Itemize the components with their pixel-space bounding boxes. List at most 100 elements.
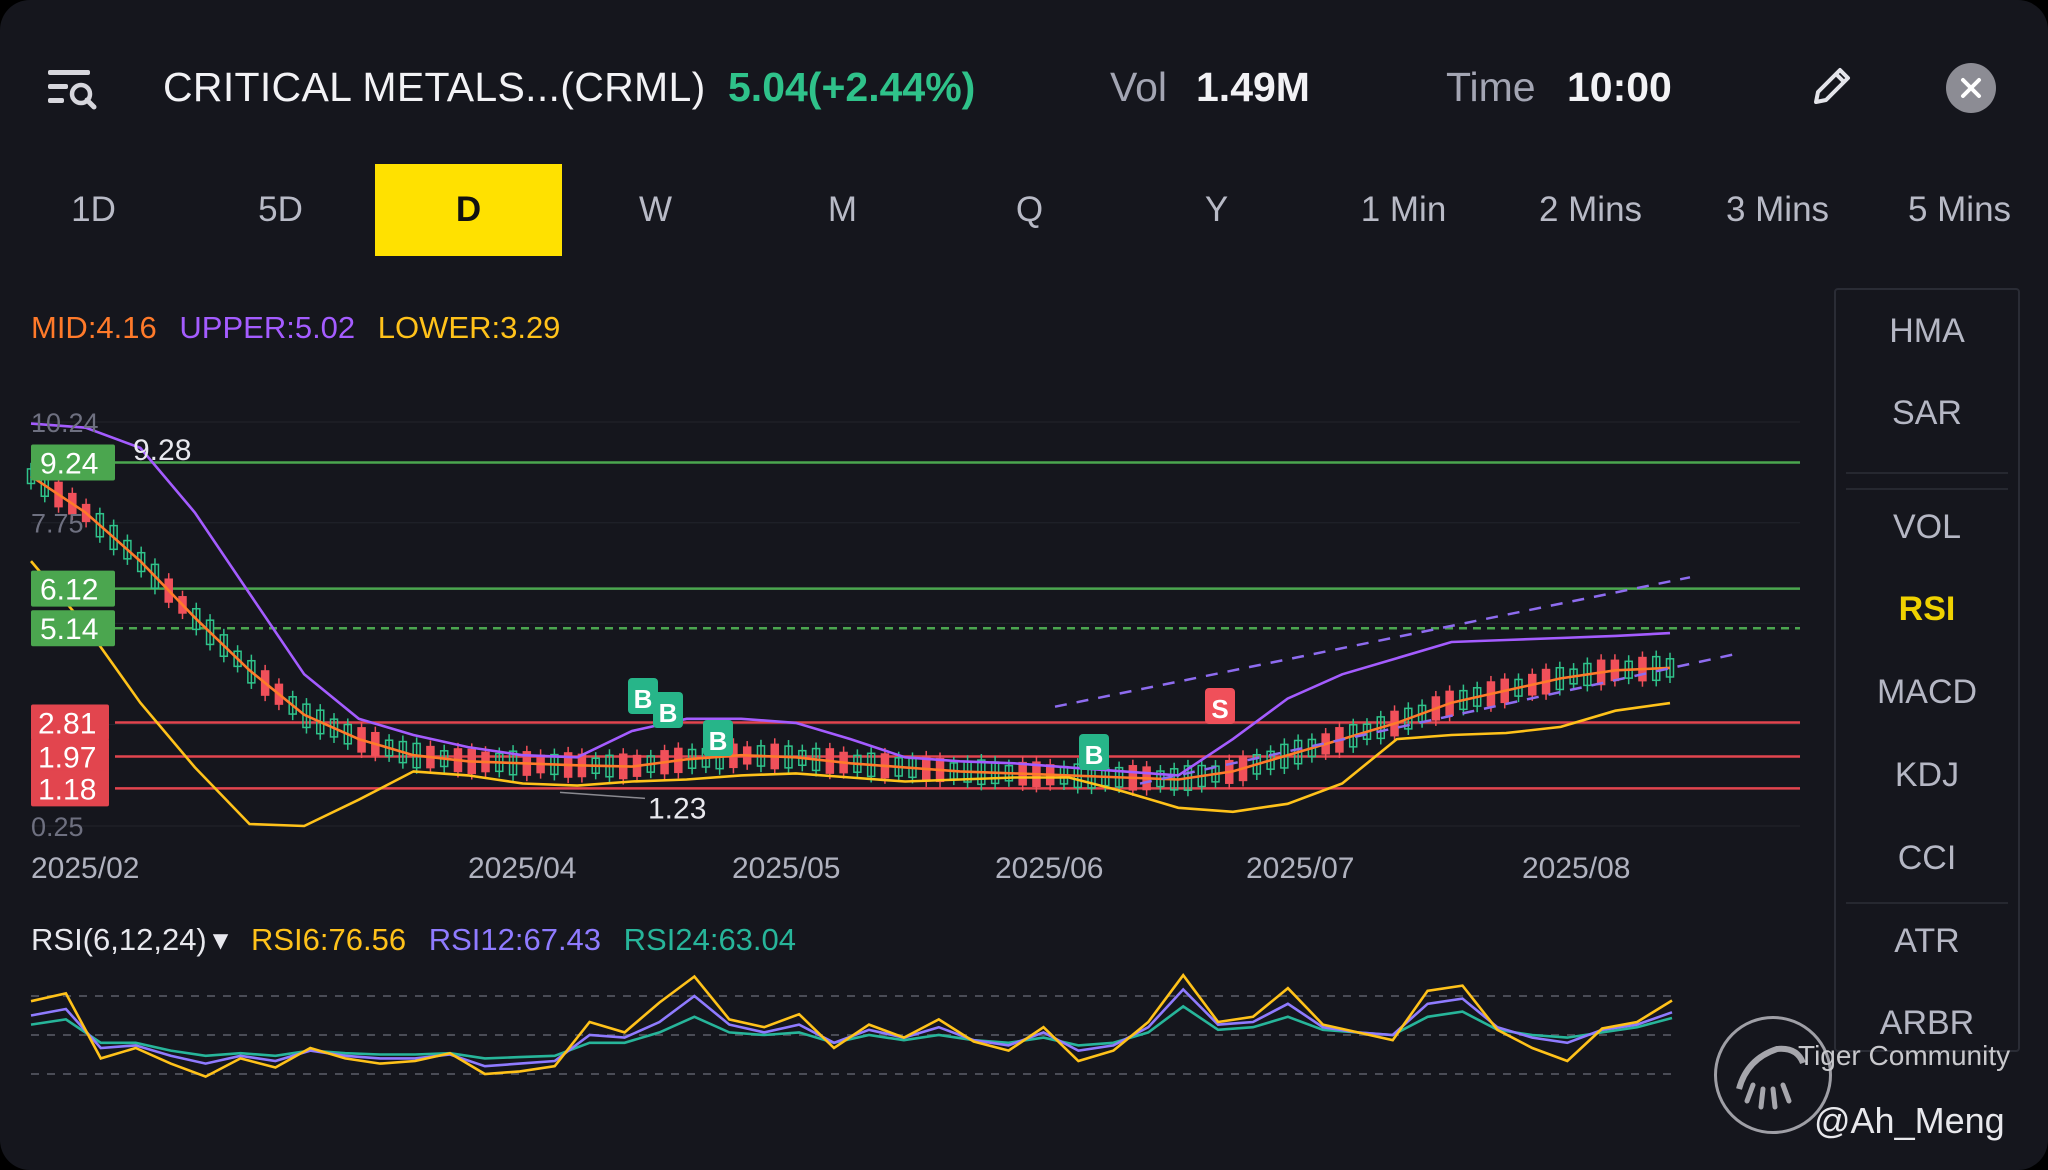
- tab-y[interactable]: Y: [1204, 190, 1229, 229]
- signal-badge-text: B: [709, 726, 728, 756]
- x-axis-label: 2025/07: [1246, 852, 1354, 885]
- level-tag-green: [31, 610, 115, 647]
- tab-5d[interactable]: 5D: [258, 190, 303, 229]
- trend-channel-lower: [1139, 652, 1736, 785]
- low-marker-line: [559, 791, 646, 800]
- price-change: 5.04(+2.44%): [728, 64, 976, 110]
- rsi6-value: RSI6:76.56: [250, 922, 407, 957]
- close-icon: [1961, 78, 1981, 98]
- indicator-hma[interactable]: HMA: [1889, 312, 1965, 350]
- rsi-name[interactable]: RSI(6,12,24): [31, 922, 207, 957]
- level-tag-text: 1.18: [38, 773, 96, 806]
- watermark-community: Tiger Community: [1798, 1040, 2011, 1071]
- x-axis-label: 2025/06: [995, 852, 1103, 885]
- bollinger-upper-line: [30, 422, 1671, 777]
- volume-value: 1.49M: [1196, 64, 1310, 110]
- time-label: Time: [1446, 64, 1536, 110]
- indicator-atr[interactable]: ATR: [1894, 922, 1960, 960]
- candle: [205, 619, 215, 646]
- indicator-divider: [1846, 488, 2008, 490]
- x-axis-label: 2025/04: [468, 852, 576, 885]
- x-axis-label: 2025/02: [31, 852, 139, 885]
- signal-badge: [1079, 734, 1109, 770]
- low-marker: 1.23: [648, 792, 706, 825]
- volume-label: Vol: [1110, 64, 1167, 110]
- bollinger-lower-line: [30, 560, 1671, 828]
- tab-5mins[interactable]: 5 Mins: [1907, 190, 2012, 229]
- tab-w[interactable]: W: [638, 190, 673, 229]
- candle: [95, 512, 105, 538]
- candle: [247, 659, 256, 684]
- rsi-chart[interactable]: [0, 960, 1820, 1110]
- signal-badge: [703, 720, 733, 756]
- level-tag-text: 5.14: [40, 613, 98, 646]
- tab-2mins[interactable]: 2 Mins: [1538, 190, 1643, 229]
- candle: [288, 696, 297, 715]
- tab-3mins[interactable]: 3 Mins: [1725, 190, 1830, 229]
- indicator-cci[interactable]: CCI: [1897, 839, 1957, 877]
- period-tabs: 1D 5D D W M Q Y 1 Min 2 Mins 3 Mins 5 Mi…: [0, 164, 2048, 256]
- bollinger-upper: UPPER:5.02: [179, 310, 356, 345]
- signal-badge-text: B: [1085, 740, 1104, 770]
- candle: [315, 709, 325, 735]
- level-tag-text: 2.81: [38, 707, 96, 740]
- level-tag-text: 1.97: [38, 741, 96, 774]
- tab-1d[interactable]: 1D: [71, 190, 116, 229]
- rsi24-value: RSI24:63.04: [623, 922, 797, 957]
- rsi-legend: RSI(6,12,24) ▾ RSI6:76.56 RSI12:67.43 RSI…: [31, 922, 810, 958]
- stock-title[interactable]: CRITICAL METALS...(CRML): [163, 64, 706, 110]
- bollinger-lower: LOWER:3.29: [377, 310, 561, 345]
- indicator-vol[interactable]: VOL: [1892, 508, 1962, 546]
- watermark-user: @Ah_Meng: [1814, 1100, 2005, 1141]
- trend-channel-upper: [1054, 576, 1691, 708]
- level-tag-red: [31, 770, 109, 807]
- close-button[interactable]: [1946, 63, 1996, 113]
- candle: [123, 539, 132, 560]
- indicator-kdj[interactable]: KDJ: [1894, 756, 1960, 794]
- signal-badge: [653, 692, 683, 728]
- tab-1min[interactable]: 1 Min: [1360, 190, 1447, 229]
- price-chart[interactable]: 10.247.755.262.760.252025/022025/042025/…: [0, 340, 1820, 900]
- indicator-divider: [1846, 902, 2008, 904]
- signal-badge: [1205, 688, 1235, 724]
- level-tag-red: [31, 704, 109, 741]
- menu-search-icon[interactable]: [44, 62, 100, 114]
- candle: [150, 563, 160, 590]
- level-tag-red: [31, 738, 109, 775]
- rsi24-line: [30, 1004, 1673, 1060]
- pencil-icon[interactable]: [1808, 62, 1856, 110]
- signal-badge-text: S: [1211, 694, 1228, 724]
- indicator-panel: HMA SAR VOL RSI MACD KDJ CCI ATR ARBR: [1834, 288, 2020, 1052]
- indicator-rsi[interactable]: RSI: [1898, 590, 1956, 628]
- tab-m[interactable]: M: [827, 190, 858, 229]
- candle: [233, 650, 242, 668]
- indicator-sar[interactable]: SAR: [1892, 394, 1962, 432]
- candle: [109, 524, 118, 551]
- tab-d[interactable]: D: [375, 164, 562, 256]
- candle: [136, 551, 146, 573]
- high-marker: 9.28: [133, 434, 191, 467]
- indicator-divider: [1846, 472, 2008, 474]
- y-axis-label: 10.24: [31, 408, 99, 438]
- bollinger-legend: MID:4.16 UPPER:5.02 LOWER:3.29: [31, 310, 574, 346]
- y-axis-label: 7.75: [31, 509, 84, 539]
- candle: [192, 607, 201, 631]
- tab-q[interactable]: Q: [1015, 190, 1044, 229]
- bollinger-mid-line: [30, 475, 1671, 781]
- candle: [302, 703, 311, 729]
- y-axis-label: 0.25: [31, 812, 84, 842]
- rsi12-value: RSI12:67.43: [428, 922, 602, 957]
- indicator-macd[interactable]: MACD: [1876, 673, 1978, 711]
- candle: [219, 634, 229, 658]
- level-tag-text: 9.24: [40, 447, 98, 480]
- signal-badge-text: B: [634, 684, 653, 714]
- level-tag-text: 6.12: [40, 574, 98, 607]
- indicator-arbr[interactable]: ARBR: [1879, 1004, 1975, 1042]
- signal-badge: [628, 678, 658, 714]
- level-tag-green: [31, 570, 115, 607]
- chevron-down-icon[interactable]: ▾: [212, 922, 229, 957]
- candle: [343, 723, 353, 745]
- rsi6-line: [30, 973, 1673, 1079]
- level-tag-green: [31, 444, 115, 481]
